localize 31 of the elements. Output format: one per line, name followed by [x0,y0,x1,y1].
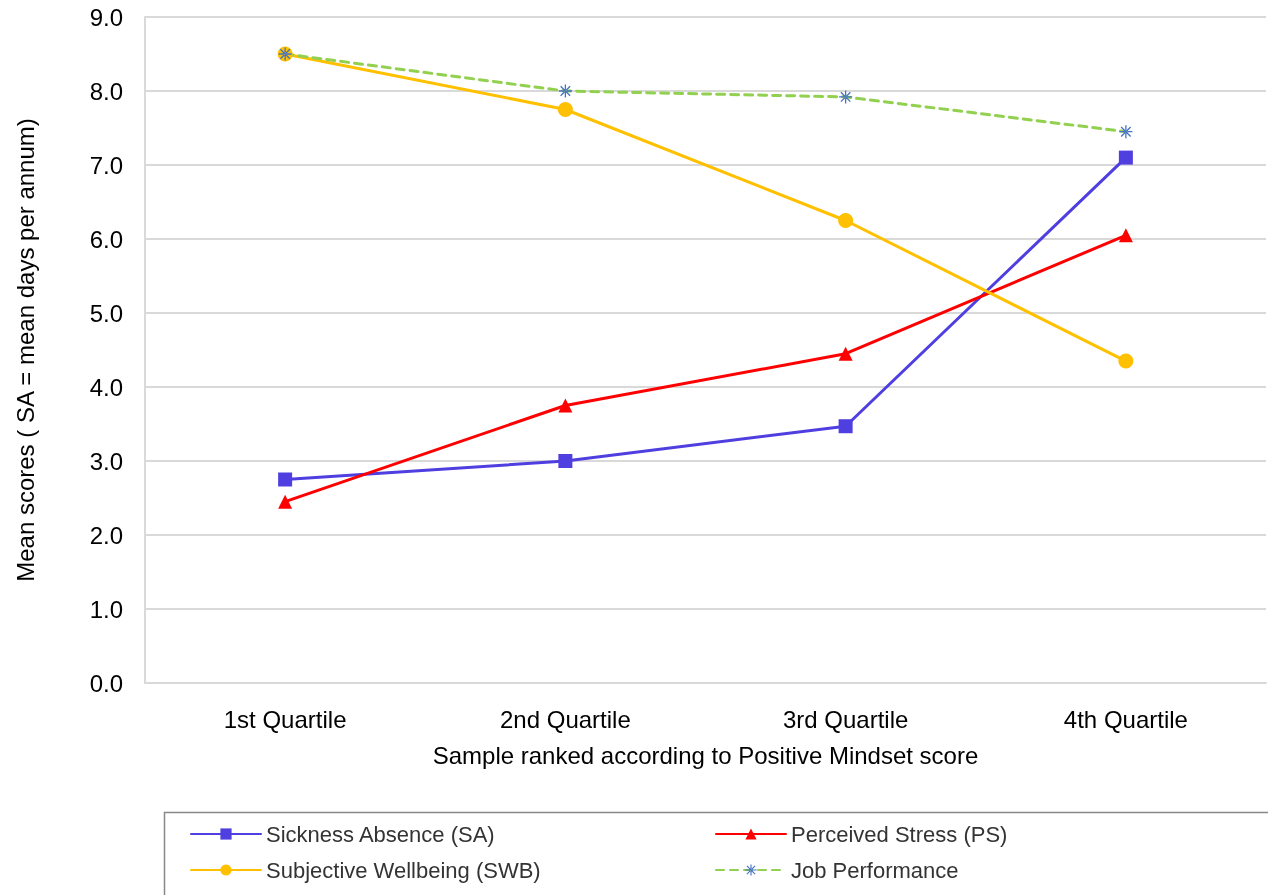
y-tick-label: 4.0 [89,373,123,401]
x-tick-label: 4th Quartile [1063,705,1188,733]
y-tick-label: 8.0 [89,77,123,105]
legend-label: Job Performance [791,857,959,883]
y-axis-title: Mean scores ( SA = mean days per annum) [11,118,39,582]
y-tick-label: 3.0 [89,447,123,475]
point [278,472,293,487]
y-tick-label: 2.0 [89,521,123,549]
point [278,494,293,509]
point [838,419,853,434]
y-tick-label: 7.0 [89,151,123,179]
point [558,398,573,413]
y-tick-label: 1.0 [89,595,123,623]
point [1118,228,1133,243]
point [838,213,854,228]
y-tick-label: 9.0 [89,3,123,31]
point [1118,353,1134,369]
x-tick-label: 1st Quartile [223,705,347,733]
point [1118,150,1133,165]
y-tick-label: 6.0 [89,225,123,253]
x-tick-label: 2nd Quartile [500,705,631,733]
legend-label: Subjective Wellbeing (SWB) [266,857,541,883]
legend-label: Sickness Absence (SA) [266,821,495,847]
point [557,102,573,117]
x-tick-label: 3rd Quartile [782,705,909,733]
y-tick-label: 0.0 [89,669,123,697]
x-axis-title: Sample ranked according to Positive Mindset score [432,741,979,769]
legend-label: Perceived Stress (PS) [791,821,1008,847]
y-tick-label: 5.0 [89,299,123,327]
point [558,454,573,468]
point [838,346,853,361]
